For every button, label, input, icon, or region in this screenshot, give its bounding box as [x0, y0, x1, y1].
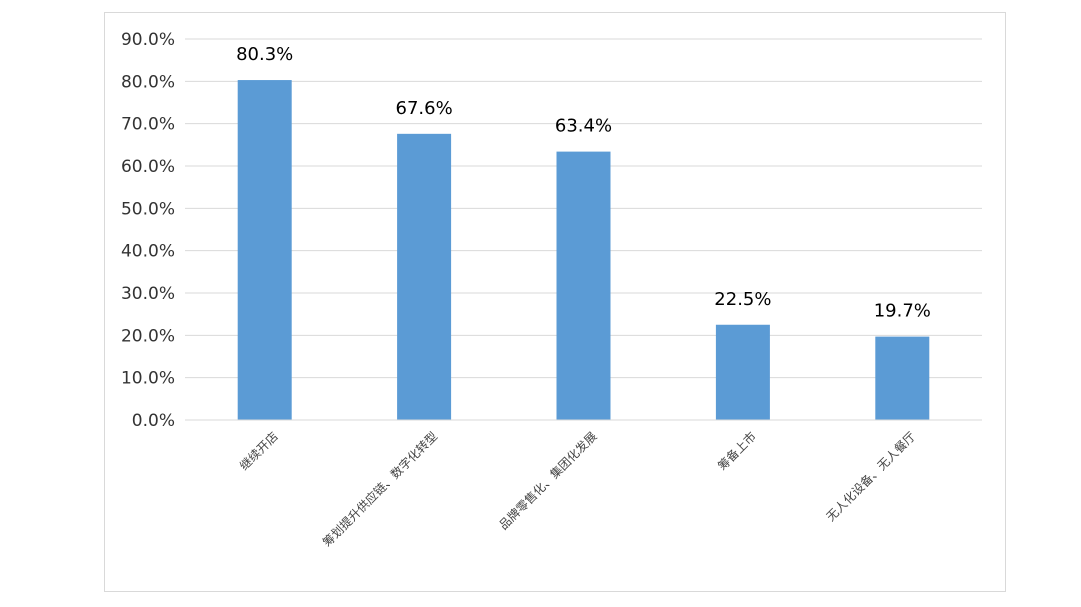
bar — [875, 336, 930, 420]
x-category-label: 无人化设备、无人餐厅 — [823, 429, 918, 524]
y-axis-ticks: 0.0% 10.0% 20.0% 30.0% 40.0% 50.0% 60.0% 70.0% 8… — [121, 30, 175, 431]
y-tick-label: 30.0% — [121, 284, 175, 304]
x-axis-categories: 继续开店 筹划提升供应链、数字化转型 品牌零售化、集团化发展 筹备上市 无人化设备、无人… — [237, 429, 918, 550]
bar — [556, 151, 611, 420]
y-tick-label: 90.0% — [121, 30, 175, 50]
y-tick-label: 60.0% — [121, 157, 175, 177]
x-category-label: 筹备上市 — [714, 429, 759, 474]
y-tick-label: 10.0% — [121, 369, 175, 389]
data-label: 22.5% — [714, 289, 771, 310]
bar — [237, 80, 292, 421]
y-tick-label: 50.0% — [121, 199, 175, 219]
bar — [715, 324, 770, 420]
data-label: 63.4% — [555, 116, 612, 137]
data-label: 19.7% — [874, 301, 931, 322]
bars — [237, 80, 930, 421]
x-category-label: 品牌零售化、集团化发展 — [496, 429, 600, 533]
y-tick-label: 70.0% — [121, 115, 175, 135]
y-tick-label: 40.0% — [121, 242, 175, 262]
data-label: 80.3% — [236, 44, 293, 65]
data-label: 67.6% — [396, 98, 453, 119]
x-category-label: 继续开店 — [237, 429, 281, 473]
x-category-label: 筹划提升供应链、数字化转型 — [319, 429, 440, 550]
data-labels: 80.3% 67.6% 63.4% 22.5% 19.7% — [236, 44, 931, 322]
bar — [397, 133, 452, 420]
y-tick-label: 0.0% — [132, 411, 175, 431]
y-tick-label: 20.0% — [121, 326, 175, 346]
y-tick-label: 80.0% — [121, 72, 175, 92]
